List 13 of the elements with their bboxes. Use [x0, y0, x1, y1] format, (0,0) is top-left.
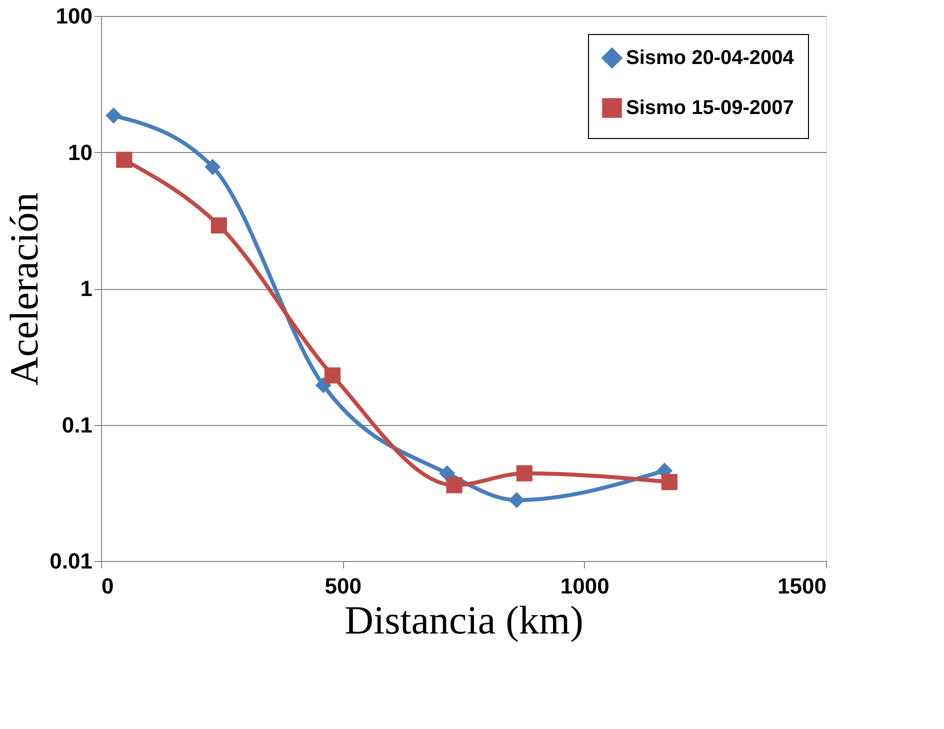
x-tick-label: 1000: [560, 574, 610, 598]
x-tick-label: 500: [324, 574, 362, 598]
y-tick-label: 0.1: [62, 412, 92, 438]
x-axis-title: Distancia (km): [344, 598, 584, 642]
x-tick-label: 1500: [778, 574, 826, 598]
y-tick-label: 1: [80, 276, 92, 301]
legend-label: Sismo 15-09-2007: [626, 97, 794, 119]
y-tick-label: 10: [68, 140, 92, 165]
x-tick-label: 0: [102, 574, 114, 598]
y-tick-label: 0.01: [50, 548, 92, 574]
legend-label: Sismo 20-04-2004: [626, 47, 795, 69]
y-tick-label: 100: [56, 4, 92, 28]
y-axis-title: Aceleración: [2, 192, 47, 386]
